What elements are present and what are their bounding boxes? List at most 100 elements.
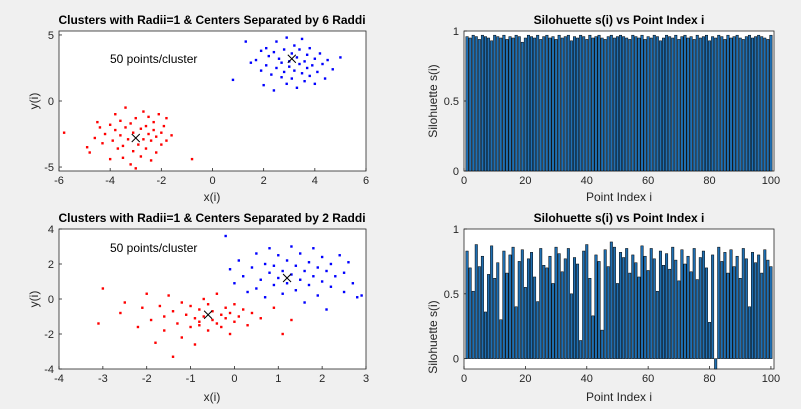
silhouette-bar (594, 36, 598, 172)
scatter-point (193, 343, 197, 346)
scatter-point (62, 131, 66, 134)
x-axis-label: Point Index i (586, 390, 652, 404)
silhouette-bar (465, 36, 469, 172)
silhouette-bar (514, 306, 518, 359)
silhouette-bar (744, 258, 748, 359)
scatter-point (202, 297, 205, 301)
silhouette-bar (625, 248, 629, 359)
silhouette-bar (542, 265, 546, 359)
scatter-point (111, 139, 114, 142)
silhouette-bar (606, 266, 610, 359)
scatter-point (198, 320, 201, 323)
silhouette-bar (573, 36, 576, 172)
scatter-point (272, 283, 276, 287)
scatter-point (295, 86, 299, 89)
x-tick-label: 0 (461, 175, 467, 187)
scatter-point (347, 261, 350, 264)
silhouette-bar (622, 36, 626, 172)
scatter-point (193, 317, 197, 320)
scatter-point (303, 60, 306, 63)
silhouette-bar (477, 266, 481, 359)
y-tick-label: 0.5 (444, 289, 459, 301)
scatter-point (176, 322, 179, 325)
silhouette-bar (465, 250, 469, 359)
scatter-point (323, 77, 327, 80)
scatter-point (303, 269, 306, 273)
scatter-point (142, 138, 145, 141)
x-tick-label: 100 (762, 373, 780, 385)
silhouette-bar (573, 257, 576, 359)
scatter-point (312, 247, 315, 250)
scatter-point (141, 306, 144, 309)
plot-title: Silohuette s(i) vs Point Index i (534, 211, 705, 225)
silhouette-bar (628, 272, 632, 359)
plot-title: Clusters with Radii=1 & Centers Separate… (58, 211, 365, 225)
silhouette-bar (545, 34, 549, 172)
y-tick-label: 2 (48, 259, 54, 271)
silhouette-bar (766, 259, 770, 359)
silhouette-bar (683, 263, 687, 359)
scatter-point (189, 304, 192, 308)
x-tick-label: 0 (209, 175, 215, 187)
scatter-point (228, 268, 232, 271)
scatter-point (165, 116, 168, 120)
silhouette-bar (689, 271, 693, 359)
silhouette-bar (484, 311, 487, 359)
silhouette-bar (612, 37, 616, 172)
scatter-point (224, 317, 227, 320)
silhouette-bar (569, 40, 573, 172)
scatter-point (224, 234, 227, 238)
scatter-point (298, 62, 301, 66)
scatter-point (351, 282, 355, 285)
silhouette-bar (496, 262, 500, 359)
scatter-point (294, 289, 298, 292)
scatter-point (228, 311, 232, 315)
silhouette-bar (686, 255, 690, 359)
scatter-point (180, 336, 183, 339)
silhouette-bar (569, 293, 573, 359)
scatter-point (259, 317, 262, 320)
scatter-point (231, 78, 235, 82)
scatter-point (250, 311, 254, 315)
x-tick-label: 0 (461, 373, 467, 385)
silhouette-bar (511, 246, 515, 359)
scatter-point (170, 134, 173, 137)
silhouette-bar (536, 301, 540, 359)
x-tick-label: 100 (762, 175, 780, 187)
silhouette-bar (548, 37, 552, 172)
cluster-center-marker (131, 133, 141, 143)
silhouette-bar (689, 36, 693, 172)
silhouette-bar (649, 248, 653, 359)
scatter-point (119, 119, 122, 123)
silhouette-bar (704, 267, 708, 359)
silhouette-bar (520, 249, 524, 359)
silhouette-bar (677, 39, 681, 172)
silhouette-bar (603, 249, 607, 359)
silhouette-bar (741, 39, 745, 172)
y-axis-label: Silohuette s(i) (426, 300, 440, 373)
scatter-point (228, 332, 232, 336)
silhouette-bar (662, 37, 665, 172)
scatter-plot-top: Clusters with Radii=1 & Centers Separate… (27, 13, 369, 204)
scatter-point (165, 139, 168, 142)
scatter-point (298, 48, 301, 51)
silhouette-bar (628, 39, 632, 172)
scatter-point (233, 303, 236, 306)
scatter-point (290, 52, 294, 55)
scatter-point (126, 138, 130, 141)
scatter-point (137, 143, 140, 146)
scatter-point (134, 167, 137, 170)
scatter-point (272, 89, 276, 92)
scatter-point (259, 278, 262, 281)
scatter-point (189, 325, 192, 329)
silhouette-bar (471, 290, 475, 359)
silhouette-bar (508, 36, 512, 172)
scatter-point (149, 159, 153, 162)
scatter-point (275, 66, 278, 70)
y-tick-label: 4 (48, 224, 54, 236)
x-tick-label: 40 (581, 175, 593, 187)
scatter-point (108, 123, 112, 126)
silhouette-bar (615, 283, 619, 359)
scatter-point (220, 313, 223, 316)
